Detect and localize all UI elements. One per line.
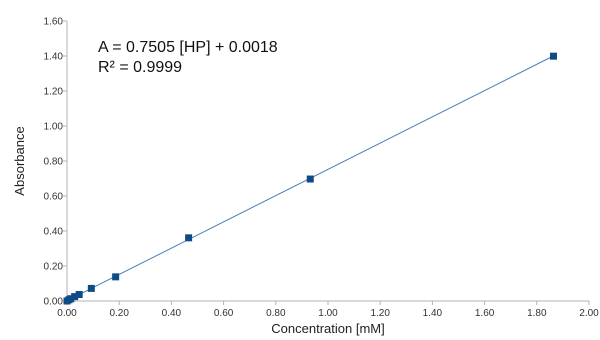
equation-label: A = 0.7505 [HP] + 0.0018 [98, 39, 278, 56]
x-tick-label: 0.20 [109, 308, 129, 319]
data-point [87, 284, 95, 292]
data-point [306, 175, 314, 183]
data-point [71, 293, 79, 301]
x-tick-labels: 0.00 0.20 0.40 0.60 0.80 1.00 1.20 1.40 1.60 1.80… [57, 308, 599, 319]
x-tick-label: 1.20 [370, 308, 390, 319]
x-tick-label: 0.80 [266, 308, 286, 319]
y-axis-title: Absorbance [12, 126, 27, 195]
x-axis-title: Concentration [mM] [271, 321, 384, 336]
x-tick-label: 0.40 [162, 308, 182, 319]
y-tick-label: 1.60 [44, 17, 64, 28]
y-tick-label: 0.40 [44, 227, 64, 238]
x-tick-label: 1.60 [475, 308, 495, 319]
x-tick-label: 2.00 [579, 308, 599, 319]
y-tick-label: 1.20 [44, 87, 64, 98]
y-tick-label: 1.00 [44, 122, 64, 133]
data-point [550, 52, 558, 60]
y-tick-label: 0.60 [44, 192, 64, 203]
data-point [185, 234, 193, 242]
x-tick-label: 1.80 [527, 308, 547, 319]
x-tick-label: 0.60 [214, 308, 234, 319]
y-tick-label: 0.80 [44, 157, 64, 168]
y-tick-label: 0.20 [44, 262, 64, 273]
y-tick-label: 0.00 [44, 297, 64, 308]
data-point [75, 291, 83, 299]
data-points [63, 52, 558, 305]
r-squared-label: R² = 0.9999 [98, 59, 182, 76]
x-tick-label: 0.00 [57, 308, 77, 319]
y-tick-label: 1.40 [44, 52, 64, 63]
data-point [112, 273, 120, 281]
y-tick-labels: 0.00 0.20 0.40 0.60 0.80 1.00 1.20 1.40 1.60 [44, 17, 64, 308]
x-tick-label: 1.00 [318, 308, 338, 319]
data-point [67, 295, 75, 303]
x-tick-label: 1.40 [423, 308, 443, 319]
